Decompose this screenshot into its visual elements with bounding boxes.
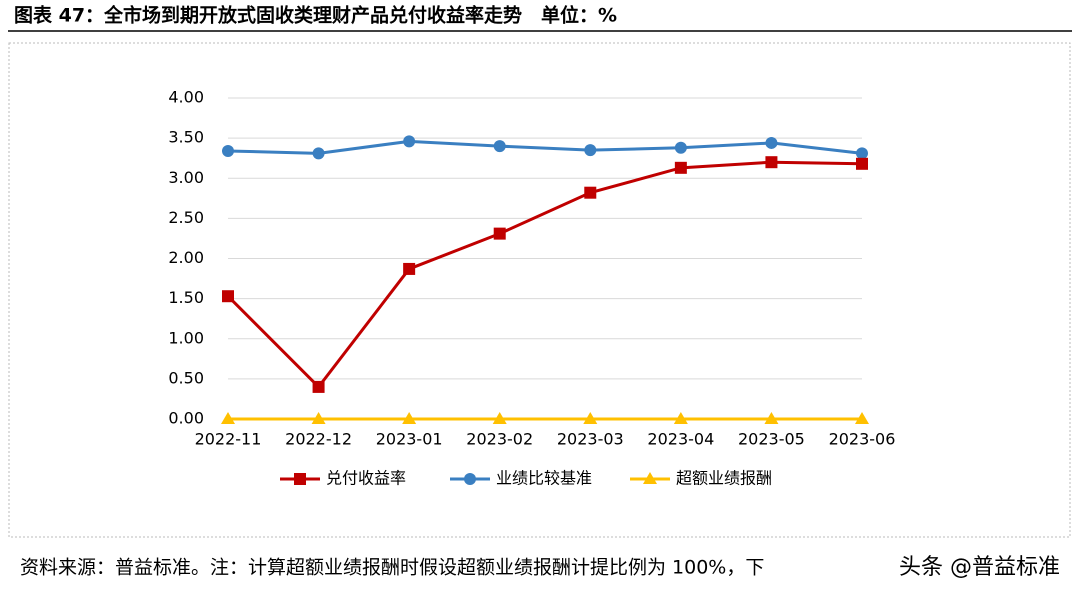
x-tick-label: 2023-04 <box>647 430 714 449</box>
point <box>674 141 687 154</box>
point <box>493 227 506 240</box>
series-line <box>226 160 863 390</box>
point <box>312 380 325 393</box>
legend-marker <box>643 472 657 484</box>
point <box>311 412 326 424</box>
y-tick-label: 2.00 <box>168 248 204 267</box>
point <box>765 136 778 149</box>
point <box>584 144 597 157</box>
watermark: 头条 @普益标准 <box>899 555 1060 580</box>
legend-marker <box>464 473 476 485</box>
y-tick-label: 2.50 <box>168 208 204 227</box>
x-tick-label: 2022-11 <box>195 430 262 449</box>
y-tick-label: 3.00 <box>168 168 204 187</box>
point <box>221 412 235 424</box>
point <box>584 186 597 199</box>
point <box>492 412 507 424</box>
series-line <box>227 139 863 155</box>
point <box>856 157 868 170</box>
y-tick-label: 4.00 <box>168 88 204 107</box>
point <box>673 412 688 424</box>
chart-frame <box>8 42 1071 538</box>
point <box>312 147 325 160</box>
x-tick-label: 2023-06 <box>829 430 896 449</box>
legend-label: 超额业绩报酬 <box>676 469 772 488</box>
source-note: 资料来源：普益标准。注：计算超额业绩报酬时假设超额业绩报酬计提比例为 100%，… <box>20 557 764 579</box>
point <box>583 412 598 424</box>
y-tick-label: 0.00 <box>168 409 204 428</box>
y-tick-label: 3.50 <box>168 128 204 147</box>
legend-label: 兑付收益率 <box>326 469 406 488</box>
y-tick-label: 1.50 <box>168 288 204 307</box>
x-tick-label: 2023-03 <box>557 430 624 449</box>
x-tick-label: 2023-01 <box>376 430 443 449</box>
point <box>493 140 506 153</box>
legend-label: 业绩比较基准 <box>496 469 592 488</box>
point <box>222 290 234 303</box>
point <box>403 262 416 275</box>
chart-title: 图表 47：全市场到期开放式固收类理财产品兑付收益率走势 单位：% <box>14 4 617 27</box>
point <box>765 156 778 169</box>
x-tick-label: 2022-12 <box>285 430 352 449</box>
point <box>764 412 779 424</box>
point <box>855 412 869 424</box>
point <box>856 147 868 160</box>
x-tick-label: 2023-05 <box>738 430 805 449</box>
y-tick-label: 0.50 <box>168 368 204 387</box>
y-tick-label: 1.00 <box>168 328 204 347</box>
point <box>402 412 417 424</box>
point <box>222 144 234 157</box>
x-tick-label: 2023-02 <box>466 430 533 449</box>
point <box>674 161 687 174</box>
point <box>403 135 416 148</box>
legend-marker <box>294 473 306 485</box>
